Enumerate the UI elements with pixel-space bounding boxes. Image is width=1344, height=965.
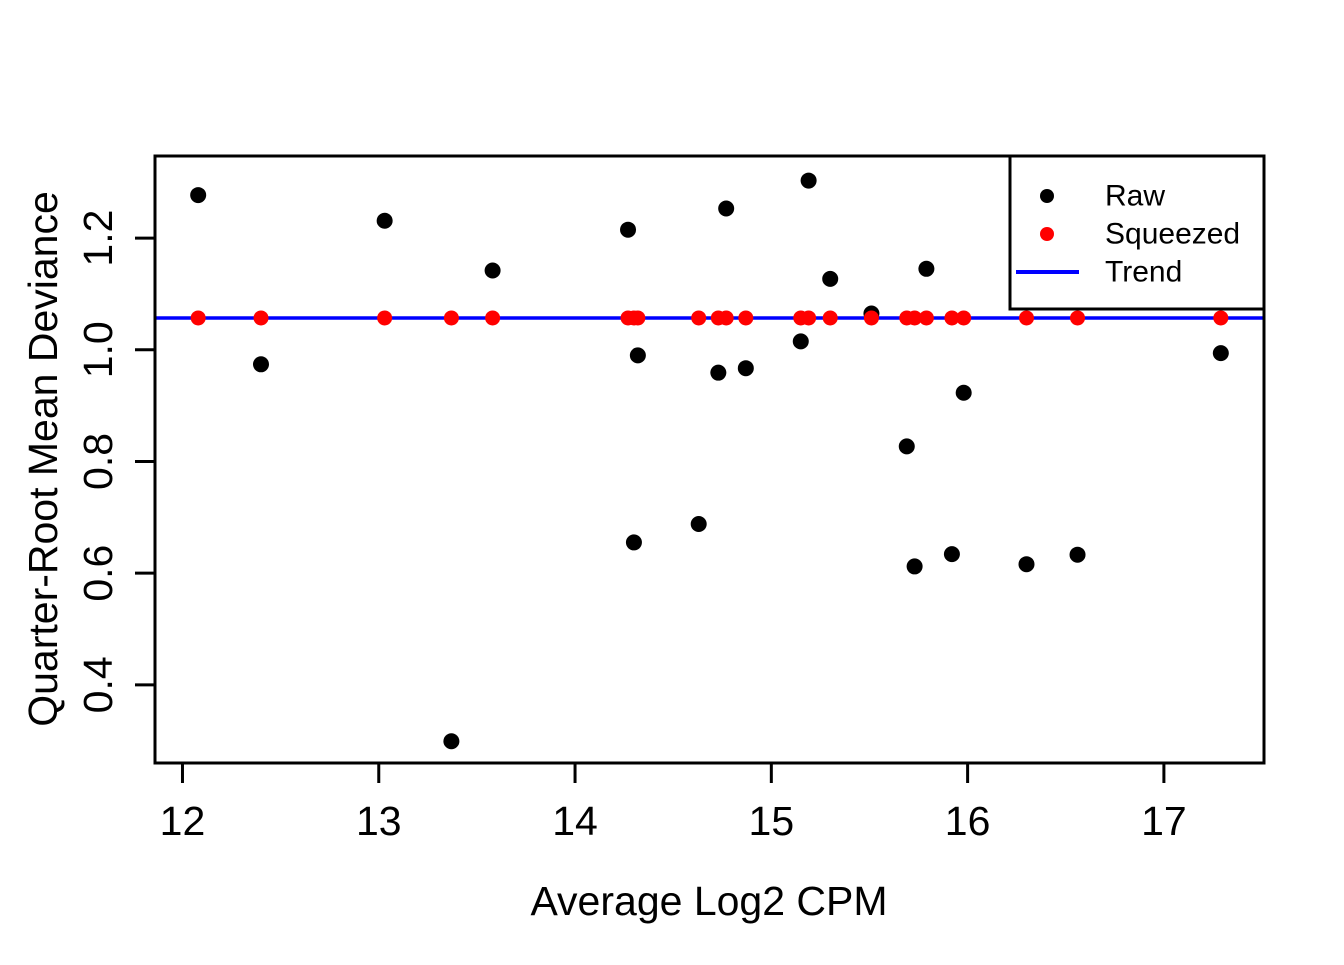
legend-squeezed-dot-icon bbox=[1040, 227, 1054, 241]
squeezed-point bbox=[630, 310, 646, 326]
squeezed-point bbox=[738, 310, 754, 326]
x-axis-label: Average Log2 CPM bbox=[530, 878, 887, 924]
raw-point bbox=[955, 384, 972, 401]
plot-dynamic-layer: 12 13 14 15 16 17 0.4 0.6 0.8 1.0 1.2 bbox=[75, 172, 1264, 844]
raw-point bbox=[898, 438, 915, 455]
raw-point bbox=[625, 534, 642, 551]
y-axis-tick-label: 1.0 bbox=[75, 321, 121, 378]
squeezed-point bbox=[822, 310, 838, 326]
raw-point bbox=[629, 347, 646, 364]
raw-point bbox=[376, 212, 393, 229]
raw-point bbox=[822, 270, 839, 287]
squeezed-point bbox=[1070, 310, 1086, 326]
legend-label-raw: Raw bbox=[1105, 180, 1165, 213]
squeezed-point bbox=[1213, 310, 1229, 326]
squeezed-point bbox=[190, 310, 206, 326]
x-axis-tick-label: 17 bbox=[1141, 798, 1187, 844]
squeezed-point bbox=[1018, 310, 1034, 326]
y-axis-tick-label: 0.4 bbox=[75, 656, 121, 713]
raw-point bbox=[484, 262, 501, 279]
raw-point bbox=[718, 200, 735, 217]
y-axis-label: Quarter-Root Mean Deviance bbox=[20, 191, 66, 727]
squeezed-point bbox=[918, 310, 934, 326]
raw-point bbox=[792, 333, 809, 350]
raw-point bbox=[1069, 546, 1086, 563]
y-axis-tick-label: 0.8 bbox=[75, 433, 121, 490]
squeezed-point bbox=[485, 310, 501, 326]
legend: Raw Squeezed Trend bbox=[1008, 154, 1266, 311]
x-axis-tick-label: 12 bbox=[160, 798, 206, 844]
raw-point bbox=[710, 364, 727, 381]
x-axis-tick-label: 13 bbox=[356, 798, 402, 844]
y-axis-tick-label: 1.2 bbox=[75, 210, 121, 267]
squeezed-point bbox=[443, 310, 459, 326]
squeezed-point bbox=[863, 310, 879, 326]
squeezed-point bbox=[944, 310, 960, 326]
raw-point bbox=[690, 515, 707, 532]
x-axis-tick-label: 14 bbox=[552, 798, 598, 844]
raw-point bbox=[443, 733, 460, 750]
plot-border bbox=[153, 154, 1266, 765]
y-axis-tick-label: 0.6 bbox=[75, 545, 121, 602]
squeezed-point bbox=[956, 310, 972, 326]
x-axis-tick-label: 15 bbox=[749, 798, 795, 844]
raw-point bbox=[620, 221, 637, 238]
raw-point bbox=[906, 558, 923, 575]
squeezed-point bbox=[377, 310, 393, 326]
squeezed-point bbox=[691, 310, 707, 326]
raw-point bbox=[800, 172, 817, 189]
squeezed-point bbox=[718, 310, 734, 326]
x-axis-tick-label: 16 bbox=[945, 798, 991, 844]
raw-point bbox=[252, 356, 269, 373]
raw-point bbox=[1212, 345, 1229, 362]
legend-raw-dot-icon bbox=[1040, 189, 1054, 203]
raw-point bbox=[943, 546, 960, 563]
raw-point bbox=[1018, 556, 1035, 573]
legend-label-trend: Trend bbox=[1105, 256, 1182, 289]
squeezed-point bbox=[801, 310, 817, 326]
squeezed-point bbox=[907, 310, 923, 326]
raw-point bbox=[190, 187, 207, 204]
raw-point bbox=[918, 260, 935, 277]
raw-point bbox=[737, 360, 754, 377]
squeezed-point bbox=[253, 310, 269, 326]
legend-label-squeezed: Squeezed bbox=[1105, 218, 1240, 251]
